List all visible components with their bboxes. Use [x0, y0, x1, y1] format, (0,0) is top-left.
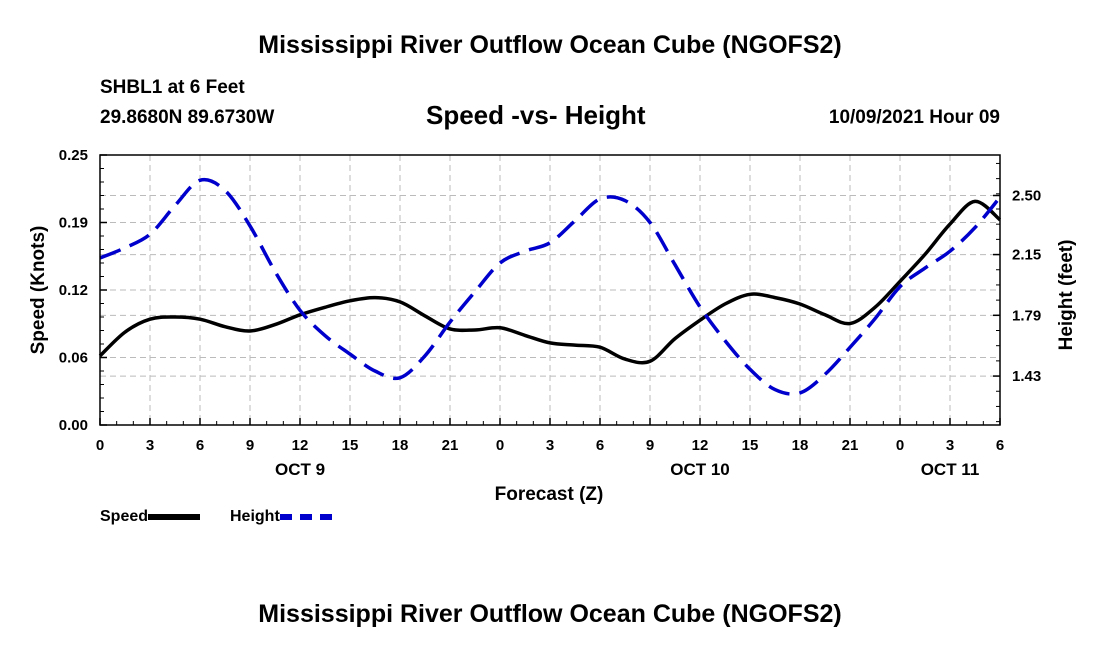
- x-tick-label: 18: [392, 437, 409, 454]
- y-tick-label: 0.25: [59, 147, 88, 164]
- x-tick-label: 9: [246, 437, 254, 454]
- x-tick-label: 0: [896, 437, 904, 454]
- x-tick-label: 21: [442, 437, 459, 454]
- x-tick-label: 3: [946, 437, 954, 454]
- x-tick-label: 12: [292, 437, 309, 454]
- x-tick-label: 12: [692, 437, 709, 454]
- legend-height-swatch: [279, 513, 332, 520]
- axis-ticks: 0 3 6 9 12 15 18 21 0 3 6 9 12 15 18 21 0 3 6 OCT 9 OCT 10 OC…: [59, 147, 1041, 479]
- chart-area: 0 3 6 9 12 15 18 21 0 3 6 9 12 15 18 21 0 3 6 OCT 9 OCT 10 OC…: [28, 147, 1077, 505]
- y2-tick-label: 2.50: [1012, 188, 1041, 205]
- x-day-label: OCT 11: [921, 460, 980, 479]
- series-line-speed: [98, 199, 1002, 365]
- chart-subtitle: Speed -vs- Height: [426, 100, 646, 130]
- y-tick-label: 0.00: [59, 417, 88, 434]
- x-tick-label: 15: [342, 437, 359, 454]
- legend-height: Height: [230, 508, 332, 526]
- x-day-label: OCT 10: [670, 460, 730, 479]
- x-tick-label: 6: [596, 437, 604, 454]
- y-tick-label: 0.06: [59, 350, 88, 367]
- x-tick-label: 3: [546, 437, 554, 454]
- chart-title-top: Mississippi River Outflow Ocean Cube (NG…: [258, 31, 842, 59]
- grid-lines: [100, 155, 1000, 425]
- x-tick-label: 15: [742, 437, 759, 454]
- x-tick-label: 3: [146, 437, 154, 454]
- y2-tick-label: 2.15: [1012, 247, 1041, 264]
- legend-height-label: Height: [230, 508, 280, 525]
- x-axis-label: Forecast (Z): [495, 484, 604, 505]
- x-tick-label: 18: [792, 437, 809, 454]
- y2-axis-label: Height (feet): [1056, 240, 1077, 351]
- y-tick-label: 0.12: [59, 282, 88, 299]
- y2-tick-label: 1.43: [1012, 368, 1041, 385]
- x-tick-label: 6: [996, 437, 1004, 454]
- legend-speed-swatch: [148, 513, 201, 520]
- y-tick-label: 0.19: [59, 215, 88, 232]
- x-tick-label: 6: [196, 437, 204, 454]
- y-axis-label: Speed (Knots): [28, 226, 49, 355]
- datetime-label: 10/09/2021 Hour 09: [828, 107, 1000, 128]
- coordinates-label: 29.8680N 89.6730W: [100, 107, 275, 128]
- station-label: SHBL1 at 6 Feet: [100, 77, 245, 98]
- x-day-label: OCT 9: [275, 460, 325, 479]
- x-tick-label: 0: [96, 437, 104, 454]
- chart-title-bottom: Mississippi River Outflow Ocean Cube (NG…: [258, 600, 842, 628]
- series-line-height: [99, 177, 1002, 396]
- x-tick-label: 0: [496, 437, 504, 454]
- legend-speed: Speed: [100, 508, 201, 526]
- x-tick-label: 9: [646, 437, 654, 454]
- y2-tick-label: 1.79: [1012, 307, 1041, 324]
- x-tick-label: 21: [842, 437, 859, 454]
- series-layer: [98, 177, 1002, 396]
- legend-speed-label: Speed: [100, 508, 149, 525]
